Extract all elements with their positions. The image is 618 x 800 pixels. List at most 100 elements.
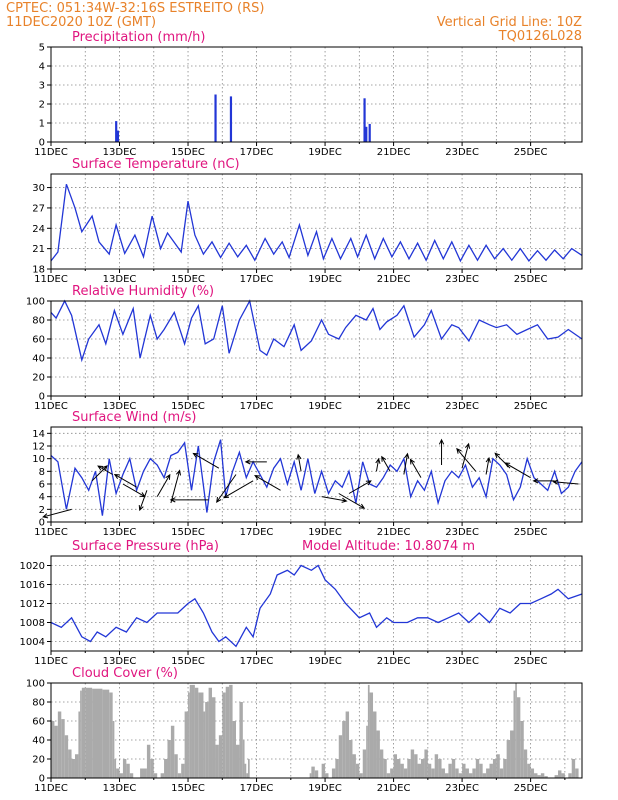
- cloud-cover-bar: [331, 768, 336, 778]
- y-tick-label: 20: [32, 755, 45, 766]
- cloud-cover-bar: [386, 773, 391, 778]
- y-tick-label: 100: [26, 679, 45, 690]
- cloud-cover-bar: [78, 711, 81, 778]
- cloud-cover-bar: [366, 725, 368, 778]
- x-tick-label: 25DEC: [514, 401, 548, 412]
- wind-arrow: [91, 465, 108, 482]
- x-tick-label: 11DEC: [34, 656, 68, 667]
- y-tick-label: 1: [39, 119, 45, 130]
- x-tick-label: 25DEC: [514, 783, 548, 794]
- cloud-cover-bar: [403, 768, 408, 778]
- y-tick-label: 4: [39, 62, 45, 73]
- y-tick-label: 12: [32, 442, 45, 453]
- y-tick-label: 80: [32, 316, 45, 327]
- precip-bar: [229, 96, 233, 142]
- series-line: [50, 564, 583, 648]
- wind-arrow: [223, 480, 254, 499]
- cloud-cover-bar: [247, 759, 250, 778]
- cloud-cover-bar: [119, 773, 123, 778]
- x-tick-label: 19DEC: [308, 527, 342, 538]
- x-tick-label: 21DEC: [377, 527, 411, 538]
- x-tick-label: 13DEC: [103, 147, 137, 158]
- cloud-cover-bar: [499, 768, 504, 778]
- x-tick-label: 19DEC: [308, 274, 342, 285]
- wind-arrow: [456, 447, 477, 472]
- y-tick-label: 1012: [20, 599, 45, 610]
- cloud-cover-bar: [122, 759, 127, 778]
- wind-panel: Surface Wind (m/s) 0 2 46 8 1012 14 11DEC 13DEC…: [32, 410, 583, 538]
- cloud-cover-bar: [527, 763, 531, 778]
- x-tick-label: 15DEC: [171, 783, 205, 794]
- cloud-cover-bar: [407, 759, 411, 778]
- cloud-cover-panel: Cloud Cover (%) 0 20 40 60 80 100 11DEC 13DEC 15…: [26, 666, 583, 794]
- cloud-cover-bar: [352, 754, 356, 778]
- cloud-cover-bar: [314, 770, 319, 778]
- wind-arrow: [494, 452, 511, 469]
- cloud-cover-bar: [205, 702, 209, 778]
- x-tick-label: 21DEC: [377, 147, 411, 158]
- cloud-cover-bar: [458, 773, 463, 778]
- wind-arrow: [381, 455, 391, 472]
- cloud-cover-bar: [61, 719, 65, 778]
- x-tick-label: 23DEC: [445, 656, 479, 667]
- cloud-cover-bar: [242, 740, 245, 778]
- cloud-cover-bar: [468, 773, 473, 778]
- cloud-cover-bar: [184, 711, 189, 778]
- cloud-cover-bar: [345, 711, 350, 778]
- cloud-cover-bar: [438, 759, 442, 778]
- precipitation-panel: Precipitation (mm/h) 0 1 2 3 4 5 11DEC 13DEC 15D…: [34, 30, 583, 158]
- series-line: [50, 299, 583, 363]
- y-tick-label: 27: [32, 203, 45, 214]
- cloud-cover-bar: [114, 759, 117, 778]
- cloud-cover-bar: [126, 763, 130, 778]
- cloud-cover-bar: [472, 768, 476, 778]
- x-tick-label: 11DEC: [34, 401, 68, 412]
- cloud-cover-bar: [188, 692, 190, 778]
- x-tick-label: 13DEC: [103, 656, 137, 667]
- wind-arrow: [169, 497, 209, 503]
- x-tick-label: 25DEC: [514, 527, 548, 538]
- cloud-cover-bar: [397, 759, 401, 778]
- precipitation-title: Precipitation (mm/h): [72, 30, 205, 45]
- y-tick-label: 60: [32, 717, 45, 728]
- cloud-cover-bar: [191, 684, 195, 778]
- x-tick-label: 23DEC: [445, 147, 479, 158]
- x-tick-label: 23DEC: [445, 783, 479, 794]
- y-tick-label: 40: [32, 736, 45, 747]
- wind-arrow: [348, 480, 372, 494]
- cloud-cover-bar: [496, 754, 500, 778]
- humidity-title: Relative Humidity (%): [72, 284, 214, 299]
- cloud-cover-bar: [455, 768, 459, 778]
- panel-frame: [50, 682, 583, 779]
- wind-arrow: [42, 508, 72, 519]
- x-tick-label: 17DEC: [240, 783, 274, 794]
- cloud-cover-bar: [246, 773, 248, 778]
- cloud-cover-bar: [530, 768, 535, 778]
- x-tick-label: 21DEC: [377, 656, 411, 667]
- cloud-cover-bar: [414, 754, 418, 778]
- cloud-cover-bar: [462, 763, 466, 778]
- header-run-date: 11DEC2020 10Z (GMT): [6, 15, 156, 30]
- x-tick-label: 17DEC: [240, 527, 274, 538]
- cloud-cover-bar: [383, 759, 387, 778]
- x-tick-label: 11DEC: [34, 527, 68, 538]
- cloud-cover-bar: [486, 768, 490, 778]
- precip-bar: [115, 121, 118, 142]
- cloud-cover-bar: [85, 687, 93, 778]
- pressure-title: Surface Pressure (hPa): [72, 539, 219, 554]
- wind-arrow: [138, 490, 148, 512]
- cloud-cover-bar: [441, 768, 445, 778]
- y-tick-label: 10: [32, 454, 45, 465]
- cloud-cover-bar: [448, 763, 452, 778]
- y-tick-label: 3: [39, 81, 45, 92]
- wind-arrow: [254, 475, 281, 491]
- cloud-cover-bar: [444, 773, 449, 778]
- cloud-cover-bar: [153, 773, 158, 778]
- temperature-title: Surface Temperature (nC): [72, 157, 240, 172]
- cloud-cover-bar: [174, 754, 178, 778]
- x-tick-label: 21DEC: [377, 401, 411, 412]
- cloud-cover-bar: [164, 759, 168, 778]
- x-tick-label: 13DEC: [103, 783, 137, 794]
- cloud-cover-bar: [515, 683, 517, 778]
